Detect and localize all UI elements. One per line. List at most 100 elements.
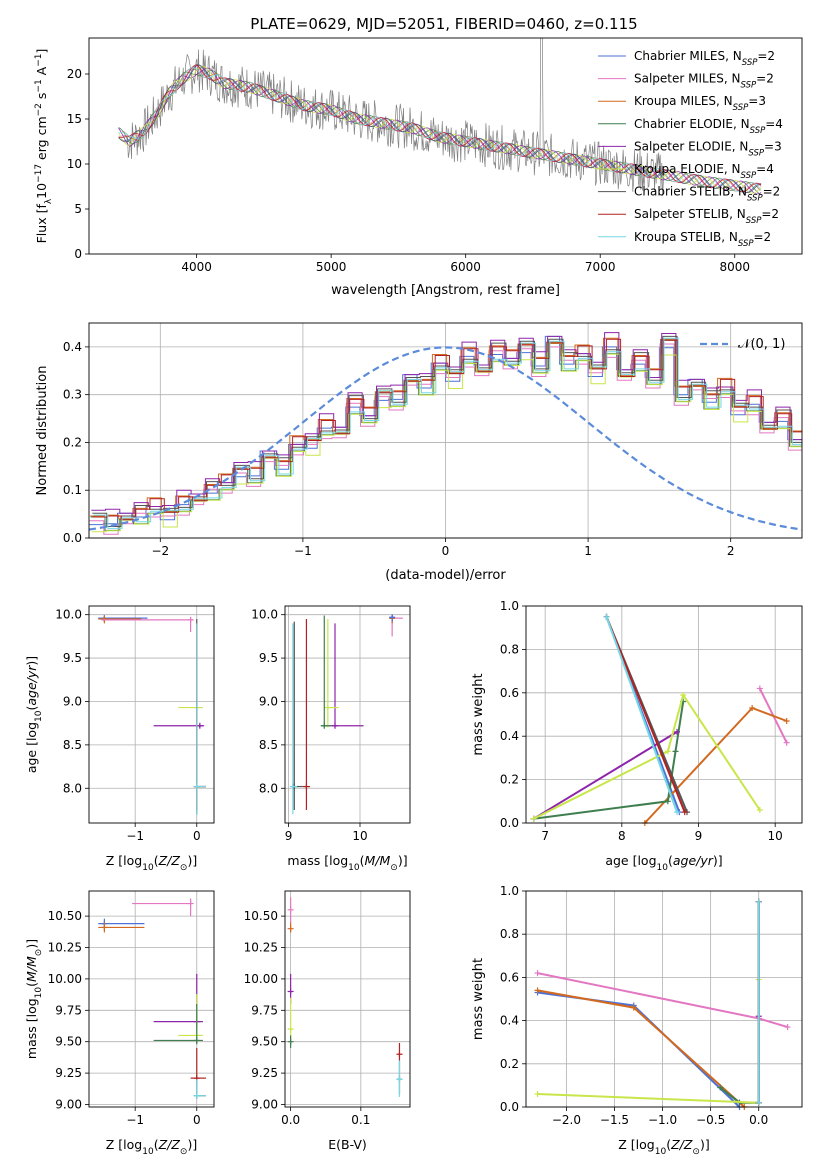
x-tick-label: −1 bbox=[294, 544, 312, 558]
x-tick-label: 1 bbox=[584, 544, 592, 558]
x-tick-label: 0.1 bbox=[351, 1113, 370, 1127]
mass_vs_ebv-panel: 0.0 0.1 9.00 9.25 9.50 9.75 10.00 10.25 10.50 E(B… bbox=[244, 890, 411, 1152]
weight-line bbox=[719, 901, 760, 1104]
weight-line bbox=[533, 692, 761, 820]
data-point bbox=[321, 722, 328, 729]
axes-frame bbox=[88, 605, 215, 824]
y-axis-label: age [log10(age/yr)] bbox=[24, 656, 44, 773]
data-point bbox=[287, 925, 294, 932]
y-tick-label: 8.0 bbox=[259, 781, 278, 795]
data-point bbox=[193, 783, 200, 790]
gaussian-curve bbox=[89, 346, 802, 531]
y-tick-label: 9.5 bbox=[259, 651, 278, 665]
age_vs_Z-panel: −1 0 8.0 8.5 9.0 9.5 10.0 Z [log10(Z/Z⊙)] age [l… bbox=[24, 605, 215, 873]
y-tick-label: 10.0 bbox=[251, 608, 278, 622]
y-axis-label: mass weight bbox=[471, 958, 486, 1040]
mass_vs_Z-panel: −1 0 9.00 9.25 9.50 9.75 10.00 10.25 10.50 Z [log… bbox=[24, 890, 215, 1157]
y-axis-label: mass weight bbox=[471, 673, 486, 755]
y-tick-label: 9.75 bbox=[251, 1003, 278, 1017]
spectrum-plot-area bbox=[118, 38, 762, 196]
spectrum-model-line bbox=[118, 65, 762, 194]
x-axis-label: wavelength [Angstrom, rest frame] bbox=[331, 283, 560, 298]
x-tick-label: 2 bbox=[727, 544, 735, 558]
y-tick-label: 9.25 bbox=[55, 1066, 82, 1080]
data-point bbox=[287, 906, 294, 913]
data-point bbox=[396, 1051, 403, 1058]
weight-marker bbox=[681, 809, 688, 816]
weight-marker bbox=[534, 987, 541, 994]
weight-line bbox=[537, 979, 760, 1104]
axes-frame bbox=[284, 890, 411, 1108]
y-tick-label: 10.50 bbox=[244, 909, 278, 923]
weight_vs_age-panel: 7 8 9 10 0.0 0.2 0.4 0.6 0.8 1.0 age [log10(age/yr… bbox=[471, 599, 803, 873]
x-axis-label: (data-model)/error bbox=[385, 568, 506, 583]
y-tick-label: 9.50 bbox=[251, 1035, 278, 1049]
y-tick-label: 0.0 bbox=[500, 816, 519, 830]
x-tick-label: 0 bbox=[442, 544, 450, 558]
weight-marker bbox=[674, 809, 681, 816]
y-tick-label: 10.00 bbox=[244, 972, 278, 986]
y-tick-label: 0.6 bbox=[500, 686, 519, 700]
x-axis-label: mass [log10(M/M⊙)] bbox=[287, 853, 407, 873]
y-tick-label: 0.3 bbox=[63, 388, 82, 402]
spectrum-model-line bbox=[118, 67, 762, 192]
data-point bbox=[287, 988, 294, 995]
weight-marker bbox=[534, 1091, 541, 1098]
y-tick-label: 8.5 bbox=[259, 738, 278, 752]
y-tick-label: 9.75 bbox=[55, 1003, 82, 1017]
data-point bbox=[101, 616, 108, 623]
legend-label: Kroupa ELODIE, NSSP=4 bbox=[634, 162, 774, 181]
spectrum-model-line bbox=[118, 67, 762, 195]
x-tick-label: −1.0 bbox=[648, 1113, 677, 1127]
x-tick-label: 5000 bbox=[316, 260, 347, 274]
y-tick-label: 0.4 bbox=[500, 1014, 519, 1028]
y-tick-label: 10.00 bbox=[48, 972, 82, 986]
spectrum-model-line bbox=[118, 64, 762, 193]
x-tick-label: 9 bbox=[285, 829, 293, 843]
y-tick-label: 9.0 bbox=[63, 694, 82, 708]
data-point bbox=[193, 1037, 200, 1044]
x-tick-label: 0.0 bbox=[281, 1113, 300, 1127]
weight-marker bbox=[749, 704, 756, 711]
legend-label: Salpeter MILES, NSSP=2 bbox=[634, 72, 774, 91]
data-point bbox=[287, 1038, 294, 1045]
x-axis-label: E(B-V) bbox=[328, 1137, 367, 1152]
x-tick-label: 0.0 bbox=[749, 1113, 768, 1127]
weight-marker bbox=[534, 970, 541, 977]
y-tick-label: 10.25 bbox=[244, 941, 278, 955]
histogram-step bbox=[90, 337, 802, 520]
weight-marker bbox=[672, 748, 679, 755]
weight-line bbox=[533, 731, 678, 820]
weight-marker bbox=[756, 685, 763, 692]
data-point bbox=[303, 783, 310, 790]
histogram-step bbox=[91, 332, 802, 514]
x-tick-label: 0 bbox=[193, 1113, 201, 1127]
weight-marker bbox=[784, 1024, 791, 1031]
weight_vs_Z-panel: −2.0 −1.5 −1.0 −0.5 0.0 0.0 0.2 0.4 0.6 0.8 1.0 Z [… bbox=[471, 884, 803, 1157]
weight-marker bbox=[630, 1004, 637, 1011]
data-point bbox=[389, 614, 396, 621]
axes-frame bbox=[88, 37, 803, 255]
y-axis-label: Flux [fλ10−17 erg cm−2 s−1 A−1] bbox=[34, 49, 54, 244]
y-axis-label: mass [log10(M/M⊙)] bbox=[24, 939, 44, 1059]
weight-line bbox=[537, 989, 745, 1108]
y-tick-label: 0.0 bbox=[500, 1100, 519, 1114]
data-point bbox=[396, 1076, 403, 1083]
y-tick-label: 1.0 bbox=[500, 884, 519, 898]
data-point bbox=[287, 1026, 294, 1033]
y-tick-label: 9.0 bbox=[259, 694, 278, 708]
age_vs_mass-panel: 9 10 8.0 8.5 9.0 9.5 10.0 mass [log10(M/M⊙)] bbox=[251, 605, 411, 873]
histogram-step bbox=[93, 338, 802, 521]
figure-title: PLATE=0629, MJD=52051, FIBERID=0460, z=0… bbox=[250, 15, 637, 33]
x-tick-label: 6000 bbox=[450, 260, 481, 274]
spectrum-panel: 4000 5000 6000 7000 8000 0 5 10 15 20 Chabrier MIL… bbox=[34, 37, 803, 298]
x-tick-label: 10 bbox=[768, 829, 783, 843]
x-tick-label: −2.0 bbox=[552, 1113, 581, 1127]
y-tick-label: 0.4 bbox=[63, 340, 82, 354]
spectrum-legend: Chabrier MILES, NSSP=2 Salpeter MILES, NS… bbox=[598, 49, 783, 249]
data-point bbox=[332, 722, 338, 729]
weight-marker bbox=[530, 815, 537, 822]
x-axis-label: Z [log10(Z/Z⊙)] bbox=[106, 853, 197, 873]
y-tick-label: 10.25 bbox=[48, 941, 82, 955]
legend-label: Chabrier MILES, NSSP=2 bbox=[634, 49, 775, 68]
